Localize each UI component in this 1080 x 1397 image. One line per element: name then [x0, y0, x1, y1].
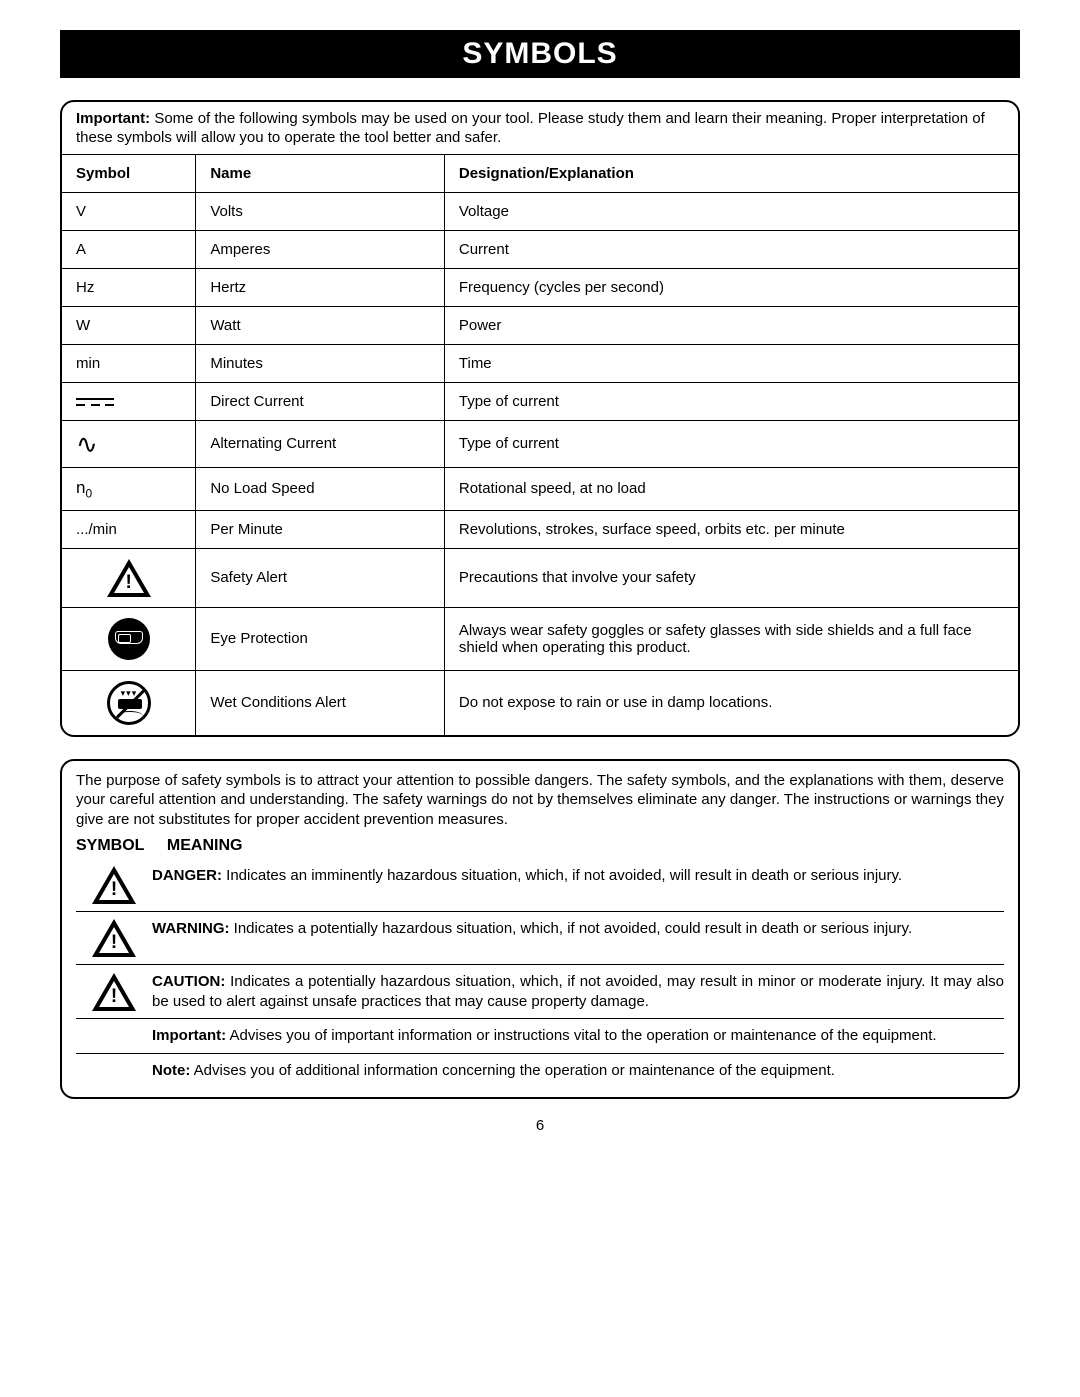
symbols-table: Symbol Name Designation/Explanation VVol…: [62, 155, 1018, 735]
meaning-bold: CAUTION:: [152, 973, 225, 990]
name-cell: Watt: [196, 306, 445, 344]
meaning-icon-cell: [76, 1019, 152, 1054]
symbol-cell: ▾▾▾: [62, 670, 196, 735]
header-desc: Designation/Explanation: [444, 155, 1018, 193]
meaning-text-cell: Important: Advises you of important info…: [152, 1019, 1004, 1054]
symbol-cell: min: [62, 344, 196, 382]
meaning-text-cell: Note: Advises you of additional informat…: [152, 1053, 1004, 1087]
table-row: HzHertzFrequency (cycles per second): [62, 268, 1018, 306]
table-row: ∿ Alternating CurrentType of current: [62, 420, 1018, 467]
symbols-header-row: Symbol Name Designation/Explanation: [62, 155, 1018, 193]
eye-protection-icon: [108, 618, 150, 660]
n0-icon: n0: [76, 478, 92, 497]
meaning-text: Advises you of additional information co…: [190, 1062, 835, 1079]
desc-cell: Always wear safety goggles or safety gla…: [444, 607, 1018, 670]
intro-text: Some of the following symbols may be use…: [76, 110, 985, 146]
meaning-row: Note: Advises you of additional informat…: [76, 1053, 1004, 1087]
name-cell: Direct Current: [196, 382, 445, 420]
table-row: Eye ProtectionAlways wear safety goggles…: [62, 607, 1018, 670]
intro-bold: Important:: [76, 110, 150, 127]
meaning-text: Advises you of important information or …: [226, 1027, 936, 1044]
meaning-row: ! CAUTION: Indicates a potentially hazard…: [76, 965, 1004, 1019]
meaning-text: Indicates an imminently hazardous situat…: [222, 867, 902, 884]
meaning-intro: The purpose of safety symbols is to attr…: [76, 771, 1004, 830]
safety-alert-icon: !: [92, 866, 136, 904]
symbol-cell: A: [62, 230, 196, 268]
meaning-text: Indicates a potentially hazardous situat…: [230, 920, 913, 937]
desc-cell: Type of current: [444, 382, 1018, 420]
desc-cell: Frequency (cycles per second): [444, 268, 1018, 306]
name-cell: Alternating Current: [196, 420, 445, 467]
meaning-box: The purpose of safety symbols is to attr…: [60, 759, 1020, 1100]
safety-alert-icon: !: [92, 973, 136, 1011]
symbol-cell: Hz: [62, 268, 196, 306]
symbol-cell: .../min: [62, 510, 196, 548]
table-row: AAmperesCurrent: [62, 230, 1018, 268]
meaning-text-cell: DANGER: Indicates an imminently hazardou…: [152, 859, 1004, 912]
meaning-icon-cell: [76, 1053, 152, 1087]
symbol-cell: V: [62, 192, 196, 230]
name-cell: Hertz: [196, 268, 445, 306]
symbol-cell: ∿: [62, 420, 196, 467]
name-cell: No Load Speed: [196, 467, 445, 510]
meanings-table: ! DANGER: Indicates an imminently hazardo…: [76, 859, 1004, 1087]
desc-cell: Do not expose to rain or use in damp loc…: [444, 670, 1018, 735]
desc-cell: Rotational speed, at no load: [444, 467, 1018, 510]
page-number: 6: [60, 1117, 1020, 1134]
symbol-cell: !: [62, 548, 196, 607]
safety-alert-icon: !: [107, 559, 151, 597]
table-row: minMinutesTime: [62, 344, 1018, 382]
meaning-bold: Note:: [152, 1062, 190, 1079]
name-cell: Eye Protection: [196, 607, 445, 670]
wet-conditions-icon: ▾▾▾: [107, 681, 151, 725]
name-cell: Safety Alert: [196, 548, 445, 607]
meaning-row: Important: Advises you of important info…: [76, 1019, 1004, 1054]
meaning-bold: WARNING:: [152, 920, 230, 937]
meaning-bold: Important:: [152, 1027, 226, 1044]
dc-icon: [76, 398, 114, 406]
symbol-cell: W: [62, 306, 196, 344]
meaning-icon-cell: !: [76, 912, 152, 965]
meaning-head-meaning: MEANING: [167, 837, 243, 854]
meaning-row: ! WARNING: Indicates a potentially hazard…: [76, 912, 1004, 965]
desc-cell: Time: [444, 344, 1018, 382]
safety-alert-icon: !: [92, 919, 136, 957]
header-name: Name: [196, 155, 445, 193]
symbol-cell: n0: [62, 467, 196, 510]
name-cell: Minutes: [196, 344, 445, 382]
table-row: Direct CurrentType of current: [62, 382, 1018, 420]
meaning-icon-cell: !: [76, 965, 152, 1019]
table-row: .../minPer MinuteRevolutions, strokes, s…: [62, 510, 1018, 548]
symbols-intro: Important: Some of the following symbols…: [62, 102, 1018, 155]
meaning-head-symbol: SYMBOL: [76, 837, 144, 854]
meaning-bold: DANGER:: [152, 867, 222, 884]
meaning-text: Indicates a potentially hazardous situat…: [152, 973, 1004, 1010]
symbols-table-box: Important: Some of the following symbols…: [60, 100, 1020, 737]
desc-cell: Power: [444, 306, 1018, 344]
meaning-head: SYMBOL MEANING: [76, 837, 1004, 855]
table-row: WWattPower: [62, 306, 1018, 344]
header-symbol: Symbol: [62, 155, 196, 193]
desc-cell: Current: [444, 230, 1018, 268]
name-cell: Wet Conditions Alert: [196, 670, 445, 735]
page-title: SYMBOLS: [60, 30, 1020, 78]
table-row: ▾▾▾ Wet Conditions AlertDo not expose to …: [62, 670, 1018, 735]
desc-cell: Voltage: [444, 192, 1018, 230]
name-cell: Volts: [196, 192, 445, 230]
ac-icon: ∿: [76, 429, 98, 459]
desc-cell: Revolutions, strokes, surface speed, orb…: [444, 510, 1018, 548]
meaning-icon-cell: !: [76, 859, 152, 912]
meaning-row: ! DANGER: Indicates an imminently hazardo…: [76, 859, 1004, 912]
desc-cell: Type of current: [444, 420, 1018, 467]
name-cell: Amperes: [196, 230, 445, 268]
name-cell: Per Minute: [196, 510, 445, 548]
meaning-text-cell: WARNING: Indicates a potentially hazardo…: [152, 912, 1004, 965]
table-row: n0 No Load SpeedRotational speed, at no l…: [62, 467, 1018, 510]
symbol-cell: [62, 382, 196, 420]
table-row: ! Safety AlertPrecautions that involve yo…: [62, 548, 1018, 607]
desc-cell: Precautions that involve your safety: [444, 548, 1018, 607]
table-row: VVoltsVoltage: [62, 192, 1018, 230]
meaning-text-cell: CAUTION: Indicates a potentially hazardo…: [152, 965, 1004, 1019]
symbol-cell: [62, 607, 196, 670]
